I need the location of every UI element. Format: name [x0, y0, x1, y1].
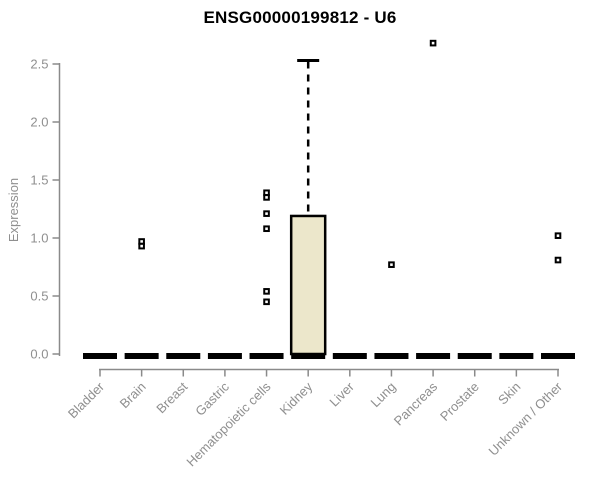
median-bar-prostate — [457, 353, 492, 359]
outlier-point-hematopoietic-cells — [263, 210, 270, 217]
x-category-label: Skin — [495, 379, 523, 407]
y-tick-label: 2.5 — [30, 57, 48, 72]
outlier-point-hematopoietic-cells — [263, 225, 270, 233]
x-category-label: Lung — [368, 379, 399, 410]
y-tick-label: 0.5 — [30, 289, 48, 304]
median-bar-gastric — [207, 353, 242, 359]
x-category-label: Gastric — [192, 379, 232, 419]
outlier-point-unknown-other — [554, 232, 562, 239]
median-bar-skin — [499, 353, 534, 359]
outlier-point-hematopoietic-cells — [263, 298, 270, 306]
median-bar-breast — [166, 353, 201, 359]
median-bar-hematopoietic-cells — [249, 353, 284, 359]
x-category-label: Kidney — [277, 379, 316, 418]
x-category-label: Brain — [117, 379, 149, 411]
y-tick-label: 2.0 — [30, 115, 48, 130]
median-bar-kidney — [291, 353, 326, 359]
y-tick-label: 0.0 — [30, 347, 48, 362]
median-bar-pancreas — [416, 353, 451, 359]
median-bar-lung — [374, 353, 409, 359]
outlier-point-hematopoietic-cells — [263, 288, 270, 295]
x-category-label: Breast — [153, 379, 190, 416]
x-category-label: Liver — [326, 379, 357, 410]
x-category-label: Bladder — [65, 379, 108, 422]
y-tick-label: 1.5 — [30, 173, 48, 188]
outlier-point-unknown-other — [554, 256, 562, 264]
outlier-point-hematopoietic-cells — [263, 194, 270, 201]
outlier-point-brain — [138, 242, 145, 250]
y-tick-label: 1.0 — [30, 231, 48, 246]
x-category-label: Unknown / Other — [486, 379, 566, 459]
x-category-label: Pancreas — [391, 379, 441, 429]
x-category-label: Prostate — [437, 379, 482, 424]
median-bar-brain — [124, 353, 159, 359]
outlier-point-lung — [388, 261, 395, 268]
outlier-point-pancreas — [429, 39, 437, 47]
median-bar-unknown-other — [541, 353, 575, 359]
median-bar-liver — [332, 353, 367, 359]
chart-title: ENSG00000199812 - U6 — [203, 8, 397, 27]
median-bar-bladder — [83, 353, 117, 359]
box-kidney — [289, 214, 327, 356]
